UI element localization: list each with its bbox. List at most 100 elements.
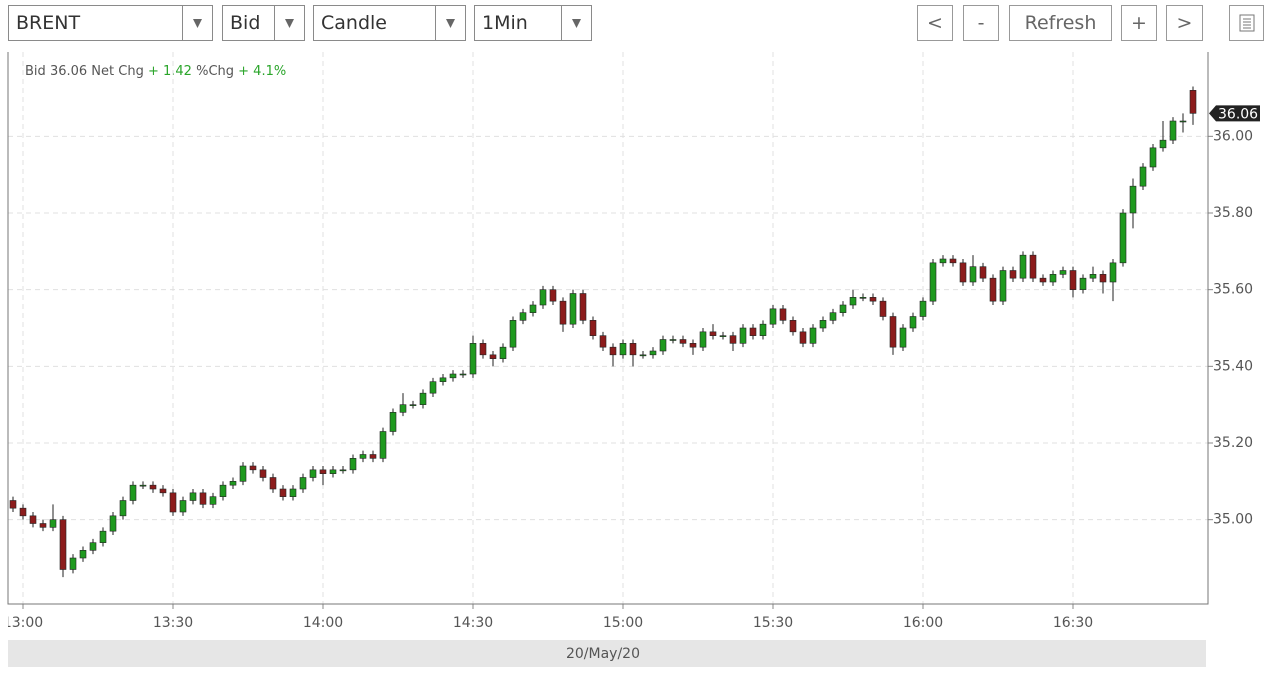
symbol: BRENT xyxy=(16,12,81,34)
candle-body xyxy=(969,266,977,283)
candle-body xyxy=(489,354,497,359)
symbol-select[interactable]: BRENT xyxy=(8,5,213,41)
bid: 36.06 xyxy=(50,64,87,79)
candle-body xyxy=(1099,274,1107,283)
last-price-tag xyxy=(1209,105,1260,122)
candle-body xyxy=(19,507,27,517)
candle-body xyxy=(129,484,137,501)
x-tick-label: 16:30 xyxy=(1053,615,1093,631)
candle-body xyxy=(149,484,157,490)
interval-select[interactable]: 1Min xyxy=(474,5,592,41)
candle-body xyxy=(289,488,297,497)
x-tick-label: 14:00 xyxy=(303,615,343,631)
candle-body xyxy=(569,293,577,325)
candle-body xyxy=(699,331,707,348)
candle-body xyxy=(369,454,377,459)
candle-body xyxy=(979,266,987,279)
candle-body xyxy=(39,523,47,528)
candle-body xyxy=(729,335,737,344)
candle-body xyxy=(379,431,387,459)
candle-body xyxy=(429,381,437,394)
candle-body xyxy=(789,320,797,333)
candle-body xyxy=(1159,139,1167,149)
x-tick-label: 13:30 xyxy=(153,615,193,631)
candle-body xyxy=(1179,120,1187,123)
candle-body xyxy=(609,346,617,356)
candle-body xyxy=(769,308,777,325)
candle-body xyxy=(439,377,447,382)
candle-body xyxy=(1039,277,1047,283)
table-button[interactable] xyxy=(1229,5,1264,41)
next-button[interactable]: > xyxy=(1166,5,1203,41)
candle-body xyxy=(1149,147,1157,168)
bid-label: Bid xyxy=(25,64,46,79)
candle-body xyxy=(1139,166,1147,187)
candle-body xyxy=(669,339,677,341)
candle-body xyxy=(559,300,567,325)
y-tick-label: 35.60 xyxy=(1213,282,1253,298)
candle-body xyxy=(709,331,717,336)
candle-body xyxy=(619,343,627,356)
candle-body xyxy=(219,484,227,497)
candle-body xyxy=(179,500,187,513)
candle-body xyxy=(119,500,127,517)
candle-body xyxy=(639,354,647,357)
candle-body xyxy=(479,343,487,356)
candle-body xyxy=(839,304,847,313)
candle-body xyxy=(269,477,277,490)
style-select[interactable]: Candle xyxy=(313,5,466,41)
zoom-in-button[interactable]: + xyxy=(1121,5,1157,41)
table-icon xyxy=(1239,14,1254,32)
candle-body xyxy=(399,404,407,413)
candle-body xyxy=(79,550,87,559)
candle-body xyxy=(739,327,747,344)
side-select[interactable]: Bid xyxy=(222,5,305,41)
candle-body xyxy=(929,262,937,302)
candle-body xyxy=(299,477,307,490)
pct-chg-label: %Chg xyxy=(196,64,234,79)
candle-body xyxy=(649,350,657,356)
y-tick-label: 36.00 xyxy=(1213,128,1253,144)
y-tick-label: 35.40 xyxy=(1213,358,1253,374)
prev-button[interactable]: < xyxy=(917,5,953,41)
candle-body xyxy=(899,327,907,348)
dropdown-arrow xyxy=(561,6,581,40)
candle-body xyxy=(1069,270,1077,290)
net-chg-label: Net Chg xyxy=(91,64,144,79)
candle-body xyxy=(819,320,827,329)
plot-frame xyxy=(7,52,1209,605)
y-tick-label: 35.00 xyxy=(1213,512,1253,528)
candle-body xyxy=(779,308,787,321)
candle-body xyxy=(89,542,97,551)
candle-body xyxy=(259,469,267,478)
x-tick-label: 15:00 xyxy=(603,615,643,631)
candle-body xyxy=(459,373,467,376)
style: Candle xyxy=(321,12,387,34)
candle-body xyxy=(419,392,427,405)
candle-body xyxy=(589,320,597,336)
candle-body xyxy=(519,312,527,321)
candle-body xyxy=(9,500,17,509)
candle-body xyxy=(1129,185,1137,214)
candle-body xyxy=(229,481,237,486)
zoom-out-button[interactable]: - xyxy=(963,5,999,41)
candle-body xyxy=(309,469,317,478)
y-tick-label: 35.80 xyxy=(1213,205,1253,221)
candle-body xyxy=(169,492,177,513)
interval: 1Min xyxy=(482,12,528,34)
candle-body xyxy=(1029,254,1037,279)
x-axis-label: 20/May/20 xyxy=(566,646,640,662)
candle-body xyxy=(469,343,477,375)
candle-body xyxy=(959,262,967,283)
candle-body xyxy=(629,343,637,356)
candle-body xyxy=(319,469,327,474)
candle-body xyxy=(249,465,257,471)
candle-body xyxy=(159,488,167,494)
candle-body xyxy=(29,515,37,524)
candle-body xyxy=(659,339,667,352)
dropdown-arrow xyxy=(274,6,294,40)
refresh-button[interactable]: Refresh xyxy=(1009,5,1112,41)
candle-body xyxy=(1009,270,1017,279)
